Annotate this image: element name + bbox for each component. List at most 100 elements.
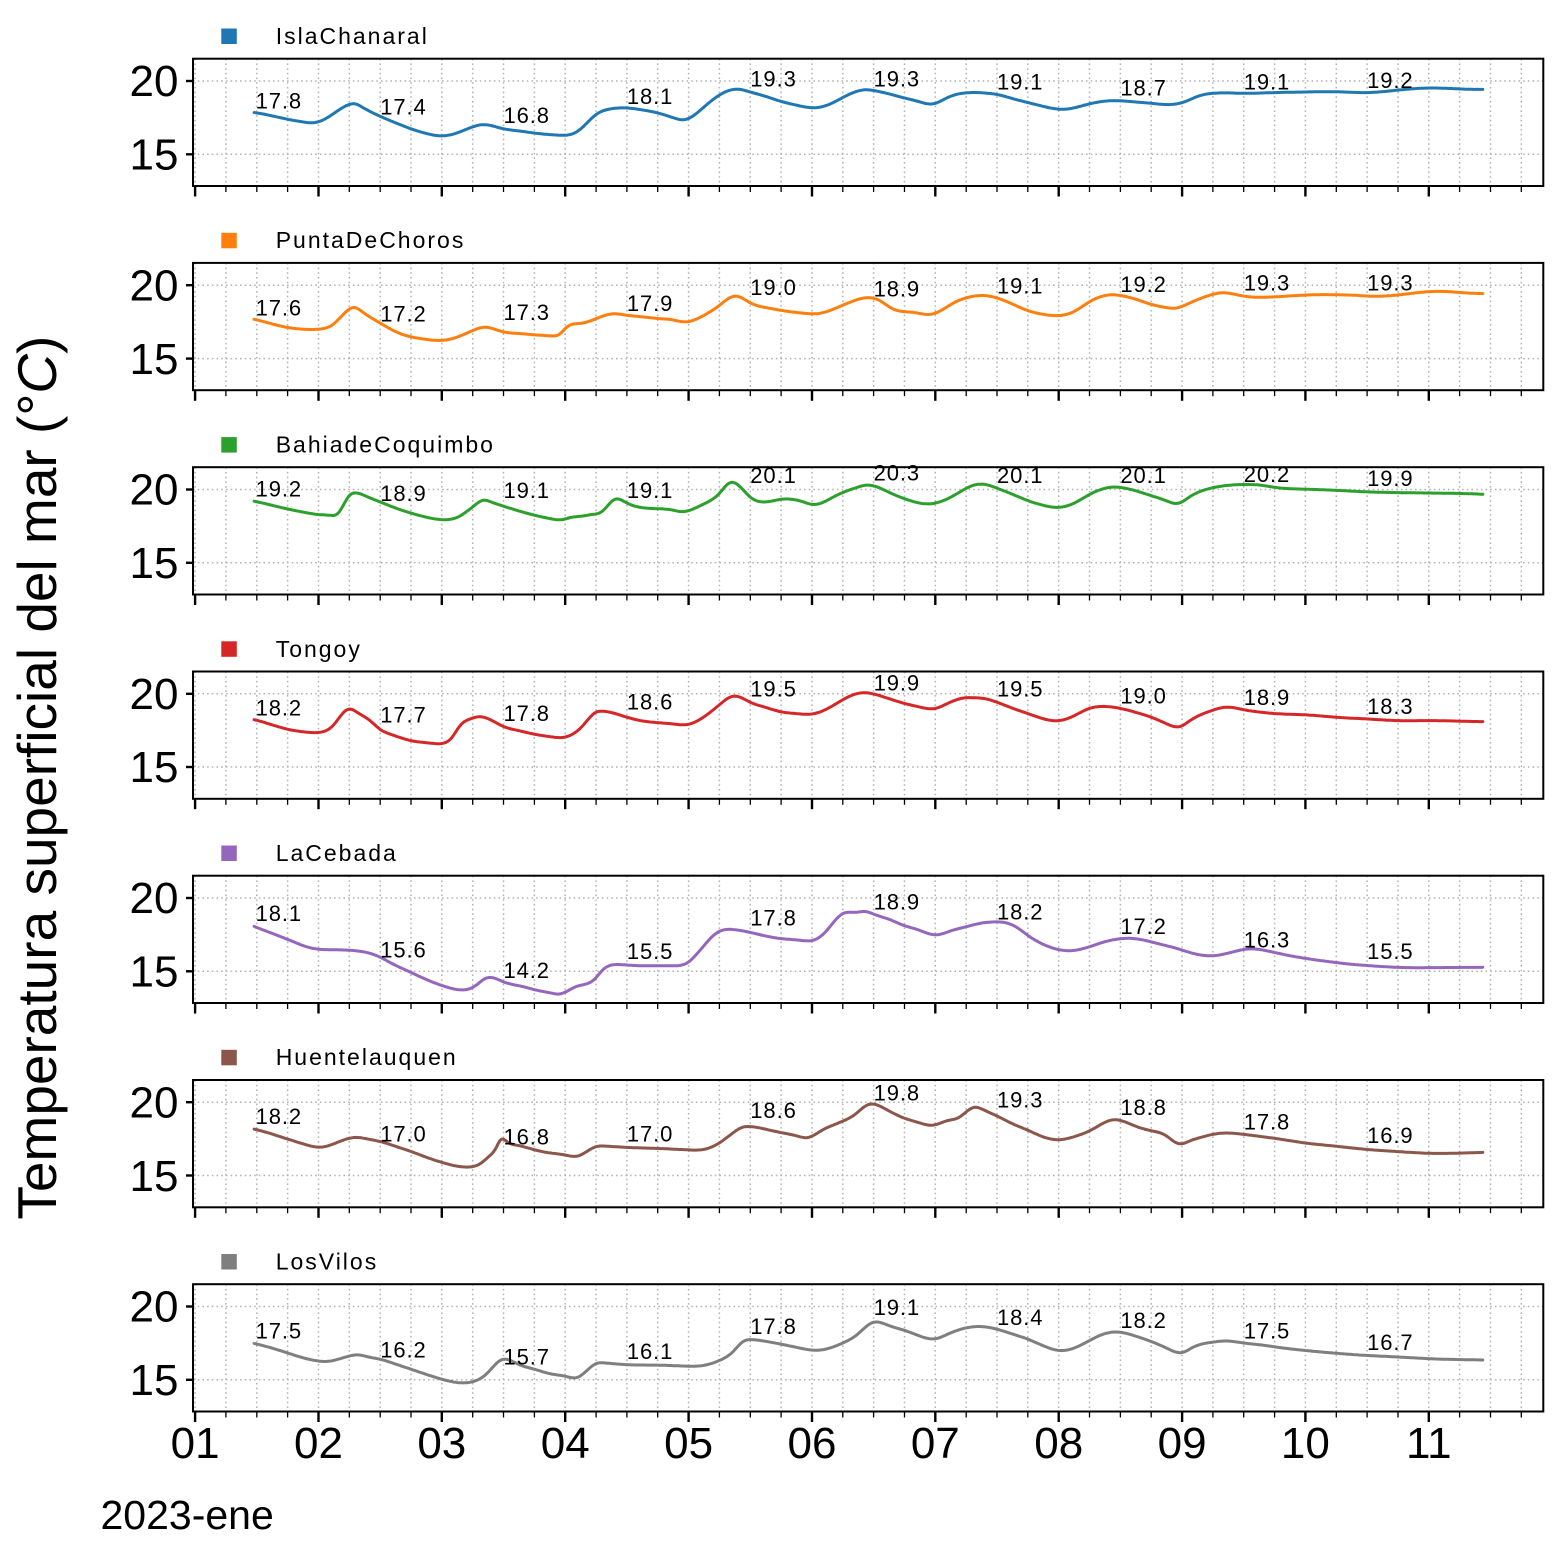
svg-text:19.3: 19.3 <box>750 67 796 92</box>
svg-text:18.7: 18.7 <box>1120 75 1166 100</box>
svg-text:17.8: 17.8 <box>504 701 550 726</box>
svg-text:17.6: 17.6 <box>256 296 302 321</box>
svg-text:17.5: 17.5 <box>256 1318 302 1343</box>
svg-text:11: 11 <box>1406 1419 1452 1468</box>
svg-text:19.1: 19.1 <box>874 1295 920 1320</box>
svg-text:16.7: 16.7 <box>1367 1330 1413 1355</box>
svg-text:10: 10 <box>1281 1419 1330 1468</box>
svg-text:19.9: 19.9 <box>874 670 920 695</box>
svg-text:15: 15 <box>130 1152 179 1201</box>
svg-text:19.1: 19.1 <box>627 478 673 503</box>
svg-text:08: 08 <box>1034 1419 1083 1468</box>
svg-text:PuntaDeChoros: PuntaDeChoros <box>276 227 466 253</box>
svg-text:Tongoy: Tongoy <box>276 636 362 662</box>
svg-text:19.0: 19.0 <box>1120 684 1166 709</box>
svg-text:18.4: 18.4 <box>997 1305 1043 1330</box>
svg-text:18.8: 18.8 <box>1120 1095 1166 1120</box>
svg-text:20: 20 <box>130 261 179 310</box>
svg-text:19.5: 19.5 <box>750 676 796 701</box>
svg-text:17.5: 17.5 <box>1244 1318 1290 1343</box>
svg-text:LaCebada: LaCebada <box>276 840 398 866</box>
svg-text:2023-ene: 2023-ene <box>101 1492 274 1538</box>
svg-text:18.2: 18.2 <box>1120 1308 1166 1333</box>
svg-text:14.2: 14.2 <box>504 958 550 983</box>
svg-text:20.2: 20.2 <box>1244 462 1290 487</box>
svg-text:16.8: 16.8 <box>504 103 550 128</box>
svg-text:15.7: 15.7 <box>504 1345 550 1370</box>
svg-text:20: 20 <box>130 466 179 515</box>
svg-text:19.1: 19.1 <box>504 478 550 503</box>
svg-text:17.8: 17.8 <box>256 89 302 114</box>
svg-text:15: 15 <box>130 1356 179 1405</box>
svg-text:Temperatura superficial del ma: Temperatura superficial del mar (°C) <box>6 336 68 1220</box>
svg-text:19.8: 19.8 <box>874 1080 920 1105</box>
svg-text:17.9: 17.9 <box>627 291 673 316</box>
svg-text:20.1: 20.1 <box>750 463 796 488</box>
svg-text:18.3: 18.3 <box>1367 694 1413 719</box>
svg-text:16.1: 16.1 <box>627 1339 673 1364</box>
svg-text:20.3: 20.3 <box>874 460 920 485</box>
svg-text:18.2: 18.2 <box>256 695 302 720</box>
svg-text:15.5: 15.5 <box>627 939 673 964</box>
svg-text:17.4: 17.4 <box>380 94 426 119</box>
svg-text:17.2: 17.2 <box>1120 914 1166 939</box>
svg-text:17.0: 17.0 <box>380 1121 426 1146</box>
svg-text:05: 05 <box>664 1419 713 1468</box>
svg-text:19.2: 19.2 <box>256 476 302 501</box>
svg-text:15: 15 <box>130 335 179 384</box>
svg-text:15: 15 <box>130 743 179 792</box>
svg-text:16.9: 16.9 <box>1367 1123 1413 1148</box>
svg-text:BahiadeCoquimbo: BahiadeCoquimbo <box>276 432 495 458</box>
svg-text:19.3: 19.3 <box>874 67 920 92</box>
svg-text:18.9: 18.9 <box>1244 685 1290 710</box>
svg-text:04: 04 <box>541 1419 590 1468</box>
svg-text:15: 15 <box>130 131 179 180</box>
svg-text:17.8: 17.8 <box>1244 1110 1290 1135</box>
svg-text:18.2: 18.2 <box>256 1104 302 1129</box>
svg-text:17.7: 17.7 <box>380 703 426 728</box>
svg-text:15: 15 <box>130 539 179 588</box>
svg-text:17.2: 17.2 <box>380 302 426 327</box>
svg-text:09: 09 <box>1158 1419 1207 1468</box>
svg-text:01: 01 <box>171 1419 220 1468</box>
svg-text:18.1: 18.1 <box>256 901 302 926</box>
svg-text:15.5: 15.5 <box>1367 939 1413 964</box>
svg-text:17.8: 17.8 <box>750 1314 796 1339</box>
svg-text:19.0: 19.0 <box>750 275 796 300</box>
svg-text:06: 06 <box>788 1419 837 1468</box>
svg-text:18.2: 18.2 <box>997 900 1043 925</box>
svg-text:15.6: 15.6 <box>380 938 426 963</box>
svg-text:19.3: 19.3 <box>1367 271 1413 296</box>
svg-text:19.5: 19.5 <box>997 676 1043 701</box>
svg-text:18.6: 18.6 <box>627 690 673 715</box>
svg-text:02: 02 <box>294 1419 343 1468</box>
svg-text:16.3: 16.3 <box>1244 927 1290 952</box>
svg-text:19.1: 19.1 <box>1244 69 1290 94</box>
svg-text:19.3: 19.3 <box>1244 271 1290 296</box>
svg-text:19.3: 19.3 <box>997 1088 1043 1113</box>
svg-text:19.1: 19.1 <box>997 274 1043 299</box>
svg-text:19.9: 19.9 <box>1367 466 1413 491</box>
svg-text:18.1: 18.1 <box>627 84 673 109</box>
svg-text:18.9: 18.9 <box>380 481 426 506</box>
svg-text:17.8: 17.8 <box>750 906 796 931</box>
svg-text:17.0: 17.0 <box>627 1121 673 1146</box>
svg-text:20: 20 <box>130 670 179 719</box>
svg-text:20: 20 <box>130 1283 179 1332</box>
svg-text:18.6: 18.6 <box>750 1098 796 1123</box>
svg-text:18.9: 18.9 <box>874 889 920 914</box>
svg-text:07: 07 <box>911 1419 960 1468</box>
svg-text:18.9: 18.9 <box>874 277 920 302</box>
svg-text:19.1: 19.1 <box>997 69 1043 94</box>
svg-text:IslaChanaral: IslaChanaral <box>276 23 429 49</box>
svg-text:15: 15 <box>130 948 179 997</box>
svg-text:LosVilos: LosVilos <box>276 1249 379 1275</box>
svg-text:20.1: 20.1 <box>1120 463 1166 488</box>
svg-text:16.8: 16.8 <box>504 1124 550 1149</box>
svg-text:20: 20 <box>130 1079 179 1128</box>
svg-text:19.2: 19.2 <box>1120 272 1166 297</box>
svg-text:19.2: 19.2 <box>1367 68 1413 93</box>
svg-text:20: 20 <box>130 57 179 106</box>
svg-text:17.3: 17.3 <box>504 300 550 325</box>
svg-text:16.2: 16.2 <box>380 1337 426 1362</box>
